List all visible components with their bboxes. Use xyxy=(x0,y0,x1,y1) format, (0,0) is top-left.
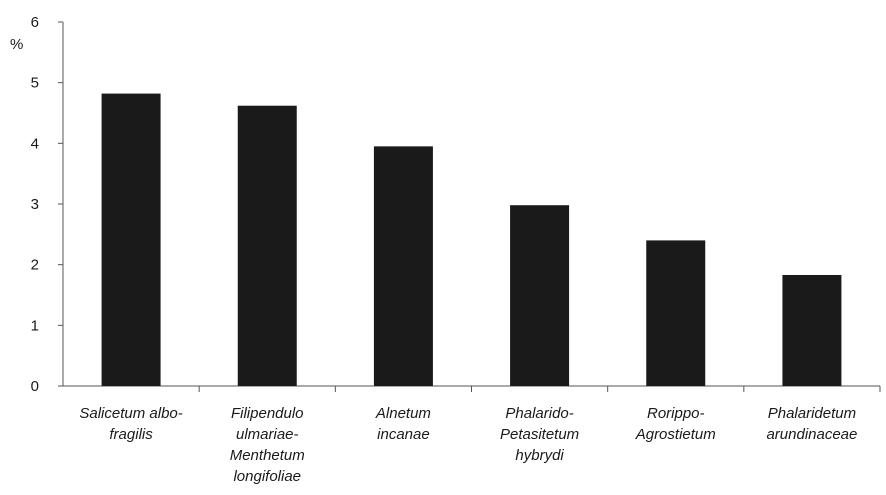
bar xyxy=(373,146,433,386)
bar xyxy=(237,105,297,386)
x-category-label: Salicetum albo- xyxy=(79,405,182,422)
axes xyxy=(58,21,881,392)
y-tick-label: 5 xyxy=(31,75,39,92)
x-category-label: Agrostietum xyxy=(635,426,716,443)
x-category-label: Rorippo- xyxy=(647,405,705,422)
y-tick-label: 4 xyxy=(31,135,39,152)
bar xyxy=(101,93,161,386)
y-tick-label: 3 xyxy=(31,196,39,213)
x-category-label: Filipendulo xyxy=(231,405,304,422)
x-category-label: longifoliae xyxy=(233,468,301,485)
x-category-label: Phalaridetum xyxy=(768,405,856,422)
bar xyxy=(510,205,570,386)
y-tick-label: 1 xyxy=(31,317,39,334)
bar xyxy=(782,274,842,386)
bar xyxy=(646,240,706,386)
y-axis-label: % xyxy=(10,36,23,53)
x-category-label: incanae xyxy=(377,426,430,443)
y-tick-label: 2 xyxy=(31,257,39,274)
y-tick-label: 6 xyxy=(31,14,39,31)
x-category-label: hybrydi xyxy=(515,447,564,464)
x-category-label: Alnetum xyxy=(375,405,431,422)
x-category-label: Menthetum xyxy=(230,447,305,464)
y-tick-label: 0 xyxy=(31,378,39,395)
x-category-label: Phalarido- xyxy=(505,405,573,422)
x-category-label: fragilis xyxy=(109,426,153,443)
x-category-label: ulmariae- xyxy=(236,426,299,443)
bars xyxy=(101,93,842,386)
x-category-label: arundinaceae xyxy=(766,426,857,443)
x-category-label: Petasitetum xyxy=(500,426,579,443)
labels: 0 1 2 3 4 5 6% Salicetum albo-fragilis Filipendu… xyxy=(10,14,857,485)
